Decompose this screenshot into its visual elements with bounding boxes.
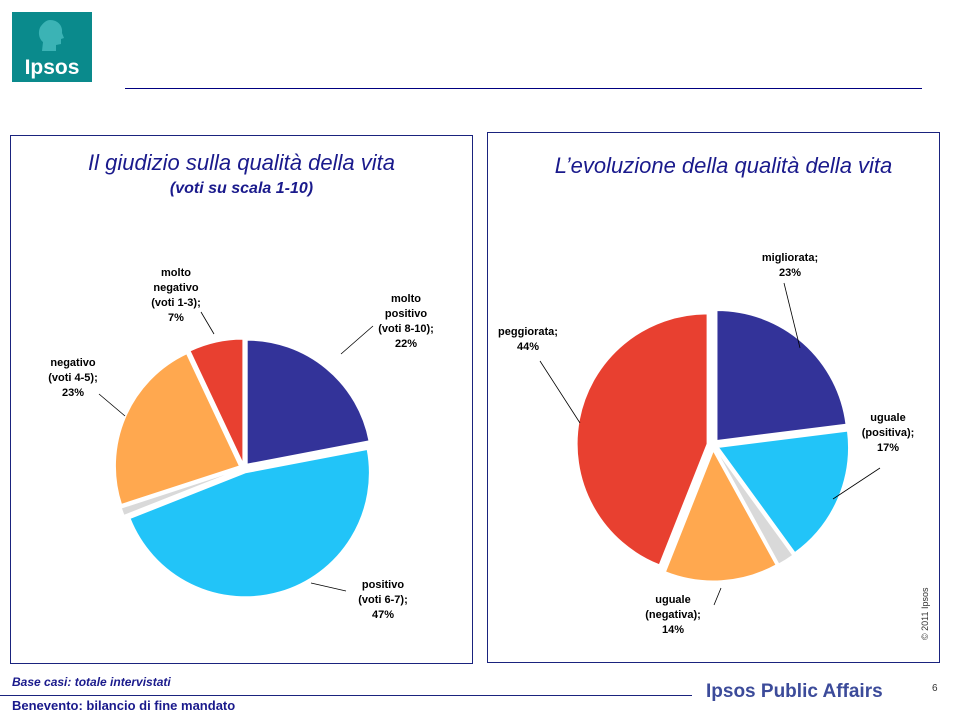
slice-label: molto positivo (voti 8-10); 22% [378,293,434,350]
leader-line [200,311,215,335]
ipsos-logo: Ipsos [12,12,92,82]
pie-slice [114,353,241,505]
leader-line [340,325,374,355]
pie-slice [717,430,849,554]
pie-slice [664,449,777,582]
leader-line [539,360,581,424]
logo-text: Ipsos [24,56,80,79]
chart-title: L’evoluzione della qualità della vita [554,153,893,178]
leader-line [310,582,347,592]
slice-label: uguale (positiva); 17% [862,412,915,454]
chart-panel-quality: Il giudizio sulla qualità della vita (vo… [10,135,473,664]
slice-label: negativo (voti 4-5); 23% [48,357,98,399]
base-note: Base casi: totale intervistati [12,675,171,689]
leader-line [832,467,881,500]
copyright-note: © 2011 Ipsos [920,587,930,641]
chart-subtitle: (voti su scala 1-10) [169,180,314,197]
pie-chart-evolution: migliorata; 23% uguale (positiva); 17% uguale… [498,252,915,636]
leader-line [783,282,801,349]
leader-line [713,587,722,606]
slice-label: uguale (negativa); 14% [645,594,701,636]
footer-title: Benevento: bilancio di fine mandato [12,698,236,713]
slice-label: migliorata; 23% [762,252,818,279]
pie-slice [189,338,244,464]
page-number: 6 [932,683,938,694]
slice-label: peggiorata; 44% [498,326,558,353]
pie-slice [576,313,708,566]
slice-label: molto negativo (voti 1-3); 7% [151,267,201,324]
pie-slice [129,448,370,598]
footer-brand: Ipsos Public Affairs [706,681,883,702]
slice-label: positivo (voti 6-7); 47% [358,579,408,621]
chart-panel-evolution: L’evoluzione della qualità della vita mi… [487,132,940,663]
pie-slice [716,309,847,442]
pie-chart-quality: molto positivo (voti 8-10); 22% positivo (vot… [48,267,434,621]
pie-slice [120,469,240,516]
leader-line [98,393,126,417]
logo-head-icon [38,20,64,51]
bottom-divider [0,695,692,696]
chart-title: Il giudizio sulla qualità della vita [88,150,395,175]
pie-slice [246,339,370,465]
top-divider [125,88,922,89]
pie-slice [715,449,794,565]
